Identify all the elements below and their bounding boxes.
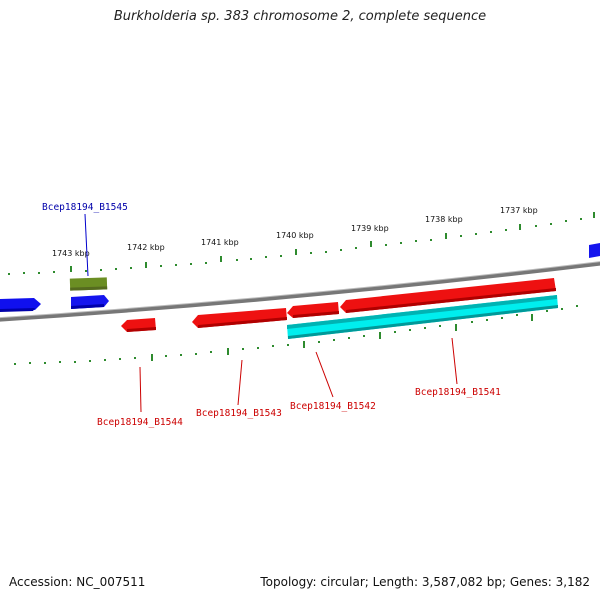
reverse-gene-b1542[interactable] [287, 302, 339, 318]
ruler-label-1740: 1740 kbp [276, 231, 314, 240]
leader-b1544 [139, 366, 142, 413]
leader-b1545 [84, 213, 89, 277]
outer-ruler-dots [8, 218, 582, 275]
leader-b1541 [451, 337, 458, 385]
reverse-gene-b1544[interactable] [121, 318, 156, 332]
leader-b1542 [315, 351, 334, 398]
ruler-label-1739: 1739 kbp [351, 224, 389, 233]
reverse-gene-b1541[interactable] [340, 278, 556, 313]
outer-ruler-ticks [70, 212, 595, 272]
gene-label-b1543[interactable]: Bcep18194_B1543 [196, 408, 282, 419]
gene-label-b1544[interactable]: Bcep18194_B1544 [97, 417, 183, 428]
forward-gene-right-edge[interactable] [589, 243, 600, 258]
ruler-label-1738: 1738 kbp [425, 215, 463, 224]
ruler-label-1741: 1741 kbp [201, 238, 239, 247]
gene-label-b1545[interactable]: Bcep18194_B1545 [42, 202, 128, 213]
reverse-gene-b1543[interactable] [192, 308, 287, 328]
topology-summary: Topology: circular; Length: 3,587,082 bp… [260, 575, 590, 589]
accession-text: Accession: NC_007511 [9, 575, 146, 589]
ruler-label-1743: 1743 kbp [52, 249, 90, 258]
ruler-labels: 1737 kbp 1738 kbp 1739 kbp 1740 kbp 1741… [52, 206, 538, 258]
pseudo-gene-b1545[interactable] [69, 277, 108, 291]
inner-ruler-ticks [151, 314, 533, 361]
gene-labels: Bcep18194_B1545 Bcep18194_B1544 Bcep1819… [42, 202, 501, 428]
forward-gene-b1545[interactable] [71, 295, 109, 309]
chromosome-backbone [0, 261, 600, 322]
label-leaders [84, 213, 458, 413]
map-title: Burkholderia sp. 383 chromosome 2, compl… [113, 9, 487, 24]
ruler-label-1737: 1737 kbp [500, 206, 538, 215]
inner-ruler-dots [14, 305, 578, 365]
gene-label-b1541[interactable]: Bcep18194_B1541 [415, 387, 501, 398]
ruler-label-1742: 1742 kbp [127, 243, 165, 252]
leader-b1543 [237, 359, 243, 406]
gene-label-b1542[interactable]: Bcep18194_B1542 [290, 401, 376, 412]
cds-feature-b1541[interactable] [287, 295, 558, 339]
forward-gene-left[interactable] [0, 298, 41, 312]
